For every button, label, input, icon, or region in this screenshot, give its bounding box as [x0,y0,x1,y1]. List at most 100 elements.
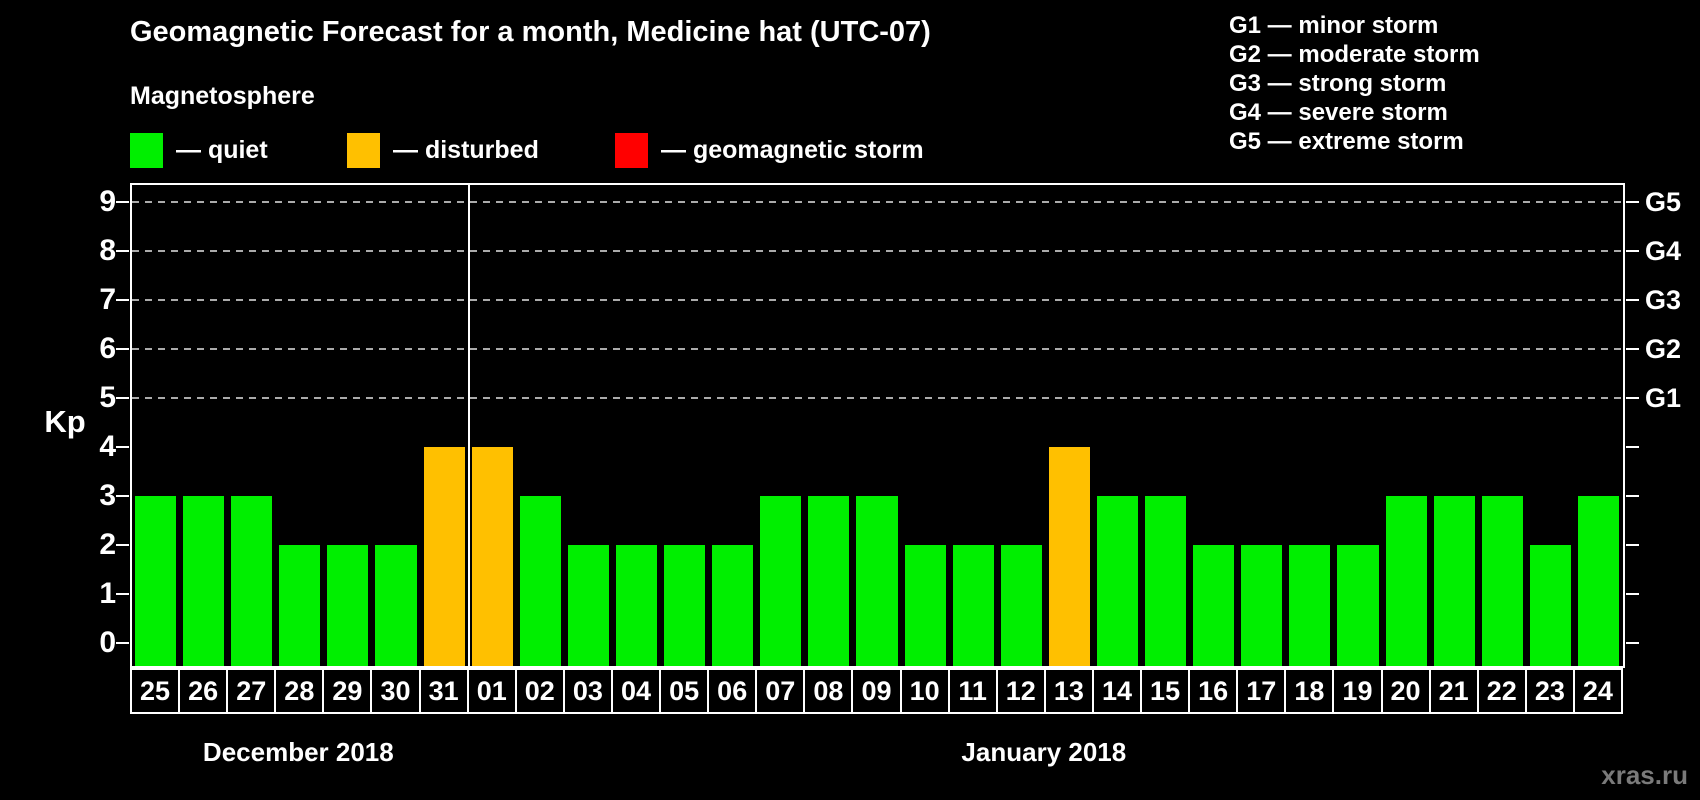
x-axis-day-labels: 25 26 27 28 29 30 31 01 02 03 04 05 06 07 08 09 10 11 12 13… [130,668,1625,714]
kp-bar-31 [423,447,465,666]
kp-bar-05 [664,545,706,666]
kp-bar-20 [1385,496,1427,666]
kp-bar-10 [904,545,946,666]
legend-label: — disturbed [393,136,539,164]
day-label-21: 21 [1428,668,1479,714]
right-axis-tick [1626,446,1639,448]
grid-line [132,348,1623,350]
y-tick-label: 7 [99,283,116,316]
day-label-18: 18 [1284,668,1335,714]
day-label-04: 04 [610,668,662,714]
day-label-08: 08 [803,668,854,714]
right-axis-label-g3: G3 [1645,285,1682,315]
day-label-01: 01 [466,668,517,714]
right-axis-tick [1626,348,1639,350]
legend-title: Magnetosphere [130,82,315,110]
kp-bar-09 [856,496,898,666]
legend-item-storm: — geomagnetic storm [615,133,924,168]
g-legend-item: G3 — strong storm [1229,70,1447,97]
kp-bar-06 [712,545,754,666]
y-tick-label: 9 [99,185,116,218]
grid-line [132,201,1623,203]
kp-bar-12 [1000,545,1042,666]
day-label-20: 20 [1380,668,1431,714]
kp-bar-25 [135,496,177,666]
day-label-16: 16 [1188,668,1239,714]
kp-bar-02 [519,496,561,666]
day-label-25: 25 [130,668,181,714]
kp-bar-19 [1337,545,1379,666]
day-label-09: 09 [851,668,902,714]
right-axis-tick [1626,544,1639,546]
y-axis-tick [116,299,129,301]
watermark: xras.ru [1601,760,1688,790]
kp-bar-18 [1289,545,1331,666]
y-axis-tick [116,397,129,399]
grid-line [132,397,1623,399]
y-tick-label: 3 [99,479,116,512]
day-label-06: 06 [707,668,758,714]
right-axis-label-g1: G1 [1645,383,1682,413]
right-axis-tick [1626,642,1639,644]
g-scale-legend: G1 — minor storm G2 — moderate storm G3 — … [1229,11,1480,156]
day-label-19: 19 [1332,668,1383,714]
kp-bar-29 [327,545,369,666]
status-legend: — quiet — disturbed — geomagnetic storm [130,133,1030,169]
y-tick-label: 8 [99,234,116,267]
kp-bar-15 [1145,496,1187,666]
month-separator [467,185,470,666]
day-label-02: 02 [514,668,565,714]
day-label-30: 30 [370,668,421,714]
y-axis-tick [116,348,129,350]
kp-bar-27 [231,496,273,666]
kp-bar-21 [1433,496,1475,666]
day-label-29: 29 [322,668,373,714]
right-axis-tick [1626,201,1639,203]
y-tick-label: 1 [99,577,116,610]
storm-swatch-icon [615,133,648,168]
day-label-10: 10 [899,668,950,714]
day-label-07: 07 [755,668,806,714]
day-label-28: 28 [274,668,325,714]
kp-bar-13 [1048,447,1090,666]
y-tick-label: 2 [99,528,116,561]
kp-bar-17 [1241,545,1283,666]
y-axis-tick [116,593,129,595]
y-axis-tick [116,446,129,448]
grid-line [132,250,1623,252]
grid-line [132,299,1623,301]
day-label-17: 17 [1236,668,1287,714]
right-axis-label-g5: G5 [1645,187,1682,217]
month-labels: December 2018 January 2018 [130,737,1625,769]
chart-title: Geomagnetic Forecast for a month, Medici… [130,16,931,48]
day-label-15: 15 [1140,668,1191,714]
legend-label: — quiet [176,136,268,164]
kp-bar-08 [808,496,850,666]
day-label-26: 26 [178,668,229,714]
kp-bar-30 [375,545,417,666]
legend-item-quiet: — quiet [130,133,268,168]
disturbed-swatch-icon [347,133,380,168]
kp-bar-03 [567,545,609,666]
day-label-03: 03 [562,668,613,714]
y-axis-tick [116,250,129,252]
right-axis-tick [1626,299,1639,301]
kp-bar-26 [183,496,225,666]
right-axis-label-g4: G4 [1645,236,1682,266]
plot-area [130,183,1625,668]
day-label-27: 27 [226,668,277,714]
y-axis-tick [116,544,129,546]
y-axis-tick [116,495,129,497]
kp-bar-14 [1096,496,1139,666]
g-legend-item: G5 — extreme storm [1229,128,1464,155]
day-label-05: 05 [659,668,710,714]
legend-label: — geomagnetic storm [661,136,924,164]
y-tick-label: 6 [99,332,116,365]
right-axis-tick [1626,397,1639,399]
day-label-13: 13 [1043,668,1094,714]
month-label: January 2018 [961,737,1127,767]
right-axis-label-g2: G2 [1645,334,1682,364]
day-label-31: 31 [418,668,469,714]
day-label-14: 14 [1091,668,1143,714]
kp-bar-04 [615,545,658,666]
